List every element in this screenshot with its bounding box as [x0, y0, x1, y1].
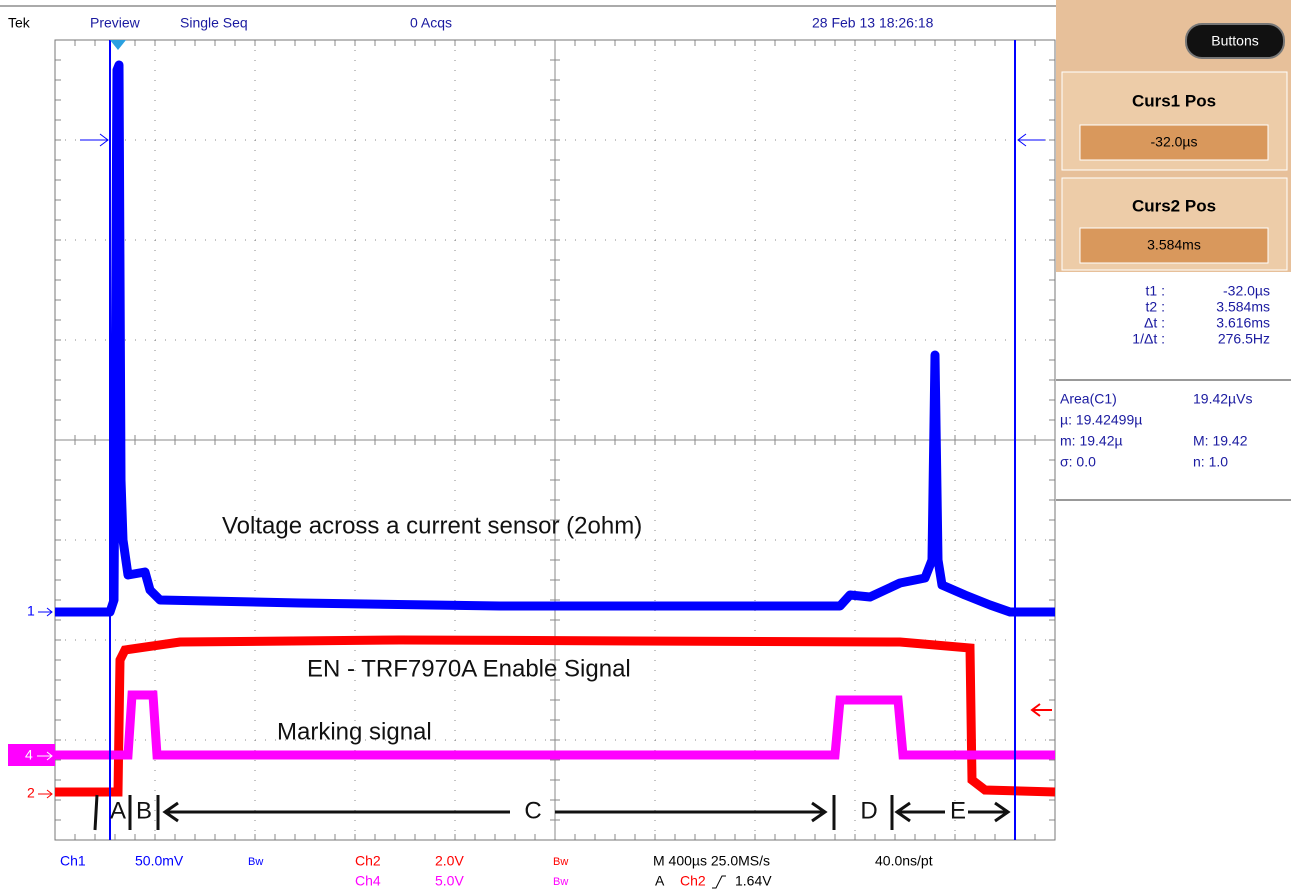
trigger-level-arrow: [1030, 703, 1052, 717]
measurement-value: 19.42µVs: [1193, 391, 1252, 407]
readout-label: t2 :: [1146, 299, 1165, 315]
phase-label: C: [524, 797, 541, 824]
cursor2-value-box[interactable]: [1079, 227, 1269, 264]
ch2-marker-arrow: [38, 789, 53, 799]
ch2-trace: [55, 635, 1056, 797]
readout-label: 1/Δt :: [1132, 331, 1165, 347]
cursor1-value-box[interactable]: [1079, 124, 1269, 161]
phase-label: B: [136, 797, 152, 824]
ch1-trace: [55, 60, 1055, 617]
ch2-marker: 2: [27, 785, 35, 801]
annotation: Voltage across a current sensor (2ohm): [222, 512, 642, 539]
trigger-slope: [712, 875, 726, 889]
phase-label: D: [860, 797, 877, 824]
measurement-label: σ: 0.0: [1060, 454, 1096, 470]
annotation: Marking signal: [277, 718, 432, 745]
trigger: A: [655, 873, 665, 889]
ch4-bw: Bw: [553, 876, 568, 888]
brand: Tek: [8, 15, 31, 31]
ch1-marker-arrow: [38, 607, 53, 617]
ch1-scale: 50.0mV: [135, 853, 184, 869]
acquisition: Single Seq: [180, 15, 248, 31]
ch4-marker-bg: [8, 744, 55, 766]
cursor2-arrow: [1017, 133, 1045, 147]
mode: Preview: [90, 15, 141, 31]
readout-label: t1 :: [1146, 283, 1165, 299]
phase-label: E: [950, 797, 966, 824]
timebase: M 400µs 25.0MS/s: [653, 853, 770, 869]
resolution: 40.0ns/pt: [875, 853, 933, 869]
buttons-label[interactable]: Buttons: [1211, 33, 1258, 49]
ch2-label: Ch2: [355, 853, 381, 869]
buttons-button[interactable]: [1185, 23, 1285, 59]
readout-value: -32.0µs: [1223, 283, 1270, 299]
ch1-marker: 1: [27, 603, 35, 619]
ch2-bw: Bw: [553, 856, 568, 868]
ch4-label: Ch4: [355, 873, 381, 889]
cursor2-value: 3.584ms: [1147, 237, 1201, 253]
readout-label: Δt :: [1144, 315, 1165, 331]
ch4-scale: 5.0V: [435, 873, 464, 889]
measurement-label: µ: 19.42499µ: [1060, 412, 1142, 428]
cursor-readouts: t1 : -32.0µs t2 : 3.584ms Δt : 3.616ms 1/Δt : 2…: [1132, 283, 1270, 347]
graticule: [54, 39, 1056, 841]
readout-value: 276.5Hz: [1218, 331, 1270, 347]
readout-value: 3.584ms: [1216, 299, 1270, 315]
annotation: EN - TRF7970A Enable Signal: [307, 655, 631, 682]
trigger-position: [110, 40, 126, 50]
timestamp: 28 Feb 13 18:26:18: [812, 15, 934, 31]
ch2-scale: 2.0V: [435, 853, 464, 869]
measurement-value: M: 19.42: [1193, 433, 1248, 449]
phase-label: A: [110, 797, 126, 824]
measurement-label: m: 19.42µ: [1060, 433, 1123, 449]
cursor2-title: Curs2 Pos: [1132, 196, 1216, 215]
measurement-readouts: Area(C1) 19.42µVs µ: 19.42499µ m: 19.42µ M: …: [1060, 391, 1252, 470]
cursor1-arrow: [80, 133, 109, 147]
phase-markers: [93, 794, 1011, 831]
ch1-bw: Bw: [248, 856, 263, 868]
cursor1-title: Curs1 Pos: [1132, 91, 1216, 110]
ch1-label: Ch1: [60, 853, 86, 869]
ch4-trace: [55, 690, 1055, 760]
ch4-marker: 4: [25, 747, 33, 763]
trigger-source: Ch2: [680, 873, 706, 889]
measurement-value: n: 1.0: [1193, 454, 1228, 470]
cursor1-value: -32.0µs: [1151, 134, 1198, 150]
acq-count: 0 Acqs: [410, 15, 452, 31]
measurement-label: Area(C1): [1060, 391, 1117, 407]
readout-value: 3.616ms: [1216, 315, 1270, 331]
graticule-border: [54, 39, 1056, 841]
trigger-level: 1.64V: [735, 873, 772, 889]
ch4-marker-arrow: [37, 751, 53, 761]
